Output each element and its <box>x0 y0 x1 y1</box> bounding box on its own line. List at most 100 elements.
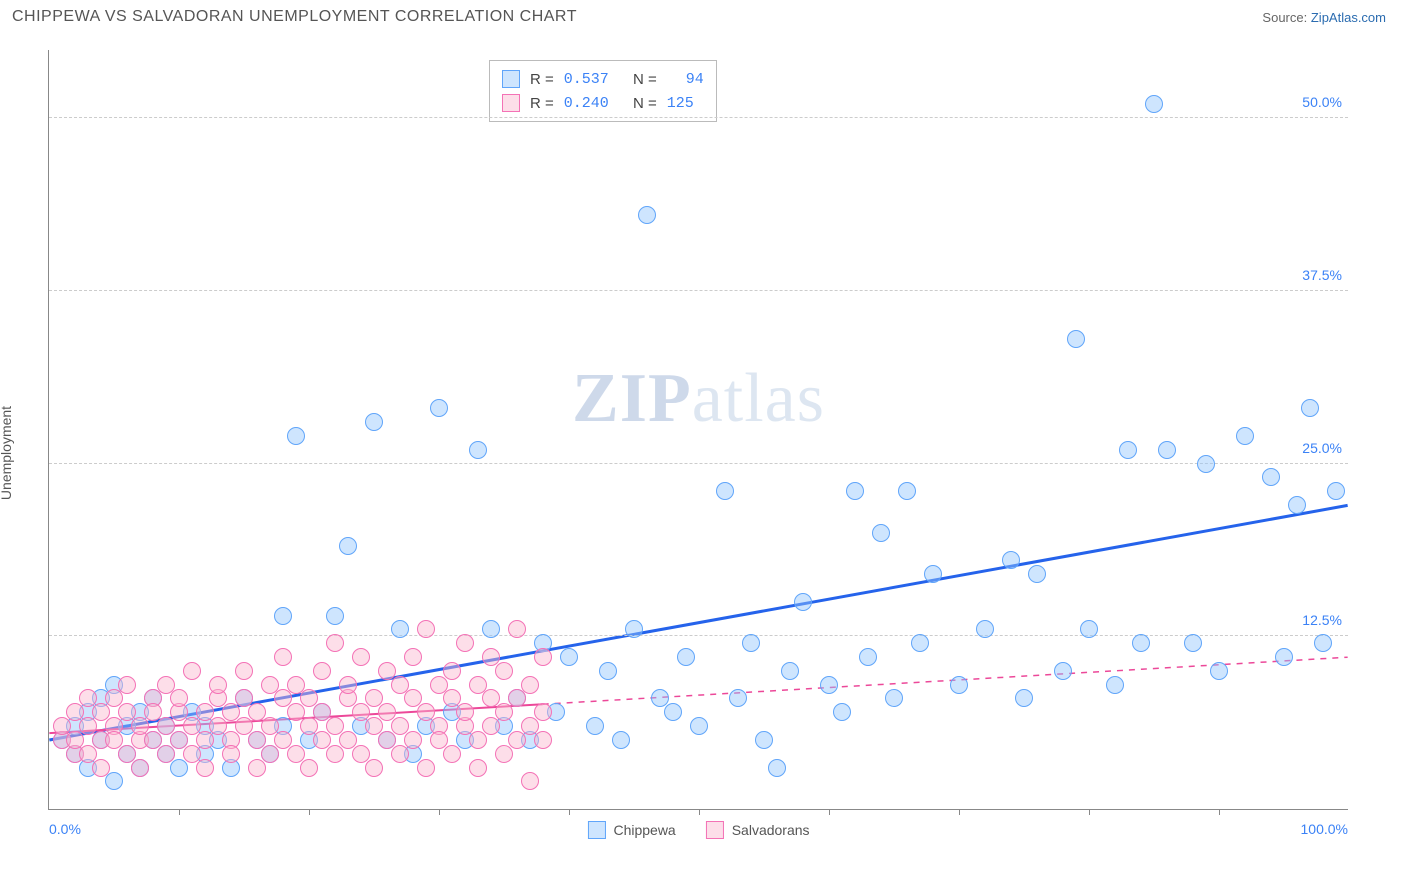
data-point-chippewa <box>105 772 123 790</box>
data-point-salvadorans <box>300 759 318 777</box>
data-point-chippewa <box>976 620 994 638</box>
data-point-chippewa <box>339 537 357 555</box>
data-point-chippewa <box>1132 634 1150 652</box>
data-point-chippewa <box>846 482 864 500</box>
data-point-salvadorans <box>209 676 227 694</box>
y-tick-label: 37.5% <box>1302 267 1342 283</box>
data-point-salvadorans <box>417 620 435 638</box>
data-point-chippewa <box>911 634 929 652</box>
data-point-chippewa <box>768 759 786 777</box>
data-point-salvadorans <box>118 676 136 694</box>
data-point-chippewa <box>391 620 409 638</box>
data-point-salvadorans <box>131 759 149 777</box>
data-point-chippewa <box>1184 634 1202 652</box>
data-point-chippewa <box>1262 468 1280 486</box>
data-point-chippewa <box>1119 441 1137 459</box>
data-point-chippewa <box>794 593 812 611</box>
source-attribution: Source: ZipAtlas.com <box>1262 10 1386 25</box>
data-point-salvadorans <box>248 759 266 777</box>
data-point-salvadorans <box>196 731 214 749</box>
data-point-chippewa <box>872 524 890 542</box>
x-tick <box>699 809 700 815</box>
data-point-chippewa <box>1028 565 1046 583</box>
data-point-salvadorans <box>456 703 474 721</box>
data-point-salvadorans <box>521 676 539 694</box>
data-point-chippewa <box>274 607 292 625</box>
data-point-salvadorans <box>456 634 474 652</box>
data-point-chippewa <box>716 482 734 500</box>
x-tick <box>309 809 310 815</box>
data-point-salvadorans <box>495 703 513 721</box>
data-point-chippewa <box>885 689 903 707</box>
data-point-chippewa <box>729 689 747 707</box>
data-point-salvadorans <box>508 731 526 749</box>
data-point-chippewa <box>1301 399 1319 417</box>
watermark: ZIPatlas <box>572 359 825 439</box>
data-point-salvadorans <box>534 648 552 666</box>
data-point-chippewa <box>1275 648 1293 666</box>
data-point-chippewa <box>365 413 383 431</box>
data-point-chippewa <box>287 427 305 445</box>
data-point-salvadorans <box>326 634 344 652</box>
chart-title: CHIPPEWA VS SALVADORAN UNEMPLOYMENT CORR… <box>12 8 577 26</box>
x-axis-min-label: 0.0% <box>49 821 81 837</box>
gridline <box>49 463 1348 464</box>
data-point-chippewa <box>430 399 448 417</box>
swatch-chippewa <box>502 70 520 88</box>
data-point-chippewa <box>560 648 578 666</box>
data-point-chippewa <box>1145 95 1163 113</box>
data-point-chippewa <box>1002 551 1020 569</box>
data-point-chippewa <box>1314 634 1332 652</box>
data-point-salvadorans <box>326 745 344 763</box>
data-point-salvadorans <box>404 731 422 749</box>
data-point-salvadorans <box>183 662 201 680</box>
data-point-chippewa <box>1236 427 1254 445</box>
x-axis-max-label: 100.0% <box>1301 821 1348 837</box>
data-point-salvadorans <box>508 689 526 707</box>
legend-item-salvadorans: Salvadorans <box>706 821 810 839</box>
data-point-chippewa <box>599 662 617 680</box>
data-point-chippewa <box>170 759 188 777</box>
data-point-chippewa <box>781 662 799 680</box>
data-point-chippewa <box>612 731 630 749</box>
series-legend: Chippewa Salvadorans <box>587 821 809 839</box>
x-tick <box>1219 809 1220 815</box>
source-link[interactable]: ZipAtlas.com <box>1311 10 1386 25</box>
data-point-chippewa <box>469 441 487 459</box>
scatter-plot-area: ZIPatlas R = 0.537 N = 94 R = 0.240 N = … <box>48 50 1348 810</box>
y-tick-label: 25.0% <box>1302 440 1342 456</box>
data-point-chippewa <box>625 620 643 638</box>
x-tick <box>569 809 570 815</box>
data-point-salvadorans <box>313 662 331 680</box>
y-axis-label: Unemployment <box>0 406 14 500</box>
data-point-salvadorans <box>508 620 526 638</box>
x-tick <box>439 809 440 815</box>
data-point-salvadorans <box>443 745 461 763</box>
gridline <box>49 117 1348 118</box>
gridline <box>49 635 1348 636</box>
data-point-salvadorans <box>495 745 513 763</box>
data-point-salvadorans <box>196 759 214 777</box>
data-point-salvadorans <box>170 689 188 707</box>
gridline <box>49 290 1348 291</box>
data-point-salvadorans <box>404 648 422 666</box>
y-tick-label: 50.0% <box>1302 94 1342 110</box>
data-point-chippewa <box>1197 455 1215 473</box>
data-point-chippewa <box>586 717 604 735</box>
swatch-chippewa-bottom <box>587 821 605 839</box>
data-point-chippewa <box>1015 689 1033 707</box>
data-point-salvadorans <box>534 703 552 721</box>
swatch-salvadorans <box>502 94 520 112</box>
data-point-salvadorans <box>365 759 383 777</box>
data-point-salvadorans <box>235 662 253 680</box>
data-point-chippewa <box>898 482 916 500</box>
data-point-salvadorans <box>521 772 539 790</box>
data-point-chippewa <box>677 648 695 666</box>
data-point-salvadorans <box>157 745 175 763</box>
data-point-chippewa <box>1106 676 1124 694</box>
legend-row-salvadorans: R = 0.240 N = 125 <box>502 91 704 115</box>
data-point-salvadorans <box>495 662 513 680</box>
y-tick-label: 12.5% <box>1302 612 1342 628</box>
data-point-salvadorans <box>222 745 240 763</box>
data-point-salvadorans <box>352 648 370 666</box>
